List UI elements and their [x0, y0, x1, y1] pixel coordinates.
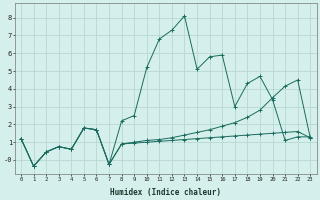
- X-axis label: Humidex (Indice chaleur): Humidex (Indice chaleur): [110, 188, 221, 197]
